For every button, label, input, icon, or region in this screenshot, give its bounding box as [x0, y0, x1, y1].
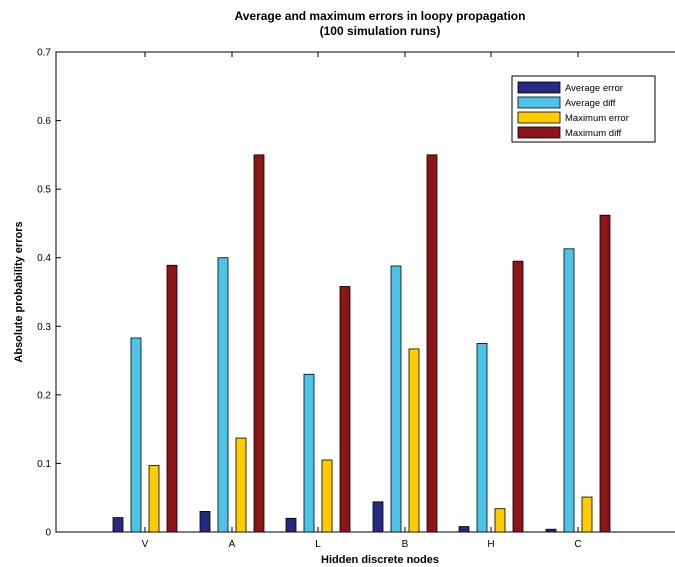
- bar-average-error-b: [372, 501, 384, 533]
- bar-maximum-diff-l: [339, 286, 351, 533]
- bar-maximum-diff-b: [426, 154, 438, 533]
- bar-maximum-error-b: [408, 348, 420, 533]
- bar-average-error-h: [458, 526, 470, 533]
- legend-label: Maximum error: [565, 113, 629, 124]
- bar-maximum-diff-h: [512, 260, 524, 533]
- legend-swatch: [517, 96, 561, 109]
- y-tick-label: 0.6: [37, 116, 51, 127]
- chart-subtitle: (100 simulation runs): [320, 24, 441, 38]
- bar-maximum-diff-c: [599, 214, 611, 533]
- legend-swatch: [517, 81, 561, 94]
- bar-average-diff-h: [476, 343, 488, 533]
- y-tick-label: 0.3: [37, 322, 51, 333]
- chart-title: Average and maximum errors in loopy prop…: [235, 9, 526, 23]
- bar-average-diff-a: [217, 257, 229, 533]
- y-tick-label: 0.1: [37, 459, 51, 470]
- x-tick-label: V: [142, 539, 149, 550]
- bar-average-diff-l: [303, 373, 315, 533]
- bar-average-diff-v: [130, 337, 142, 533]
- bar-maximum-error-c: [581, 496, 593, 533]
- y-tick-label: 0.4: [37, 253, 51, 264]
- y-tick-label: 0.2: [37, 390, 51, 401]
- legend-swatch: [517, 111, 561, 124]
- bar-maximum-diff-v: [166, 264, 178, 533]
- bar-maximum-error-v: [148, 465, 160, 533]
- y-tick-label: 0: [45, 528, 51, 539]
- y-axis: 0 0.1 0.2 0.3 0.4 0.5 0.6 0.7: [37, 48, 61, 539]
- x-axis-label: Hidden discrete nodes: [321, 554, 439, 566]
- x-tick-label: B: [402, 539, 409, 550]
- plot-area: [55, 51, 675, 533]
- legend-label: Average diff: [565, 98, 616, 109]
- legend-swatch: [517, 126, 561, 139]
- bar-average-diff-c: [563, 248, 575, 533]
- legend: Average error Average diff Maximum error Ma…: [511, 75, 656, 143]
- bar-average-error-l: [285, 517, 297, 533]
- x-tick-label: C: [574, 539, 581, 550]
- bar-maximum-error-a: [235, 437, 247, 533]
- bar-average-error-v: [112, 517, 124, 533]
- y-axis-label: Absolute probability errors: [13, 221, 25, 362]
- x-tick-label: L: [315, 539, 321, 550]
- bars-group: [112, 154, 611, 533]
- bar-average-error-c: [545, 528, 557, 533]
- legend-label: Average error: [565, 83, 623, 94]
- legend-label: Maximum diff: [565, 128, 622, 139]
- bar-maximum-error-l: [321, 459, 333, 533]
- x-tick-label: A: [229, 539, 236, 550]
- x-tick-label: H: [487, 539, 494, 550]
- y-tick-label: 0.7: [37, 48, 51, 59]
- y-tick-label: 0.5: [37, 185, 51, 196]
- bar-average-diff-b: [390, 265, 402, 533]
- bar-average-error-a: [199, 511, 211, 533]
- bar-maximum-error-h: [494, 508, 506, 533]
- bar-maximum-diff-a: [253, 154, 265, 533]
